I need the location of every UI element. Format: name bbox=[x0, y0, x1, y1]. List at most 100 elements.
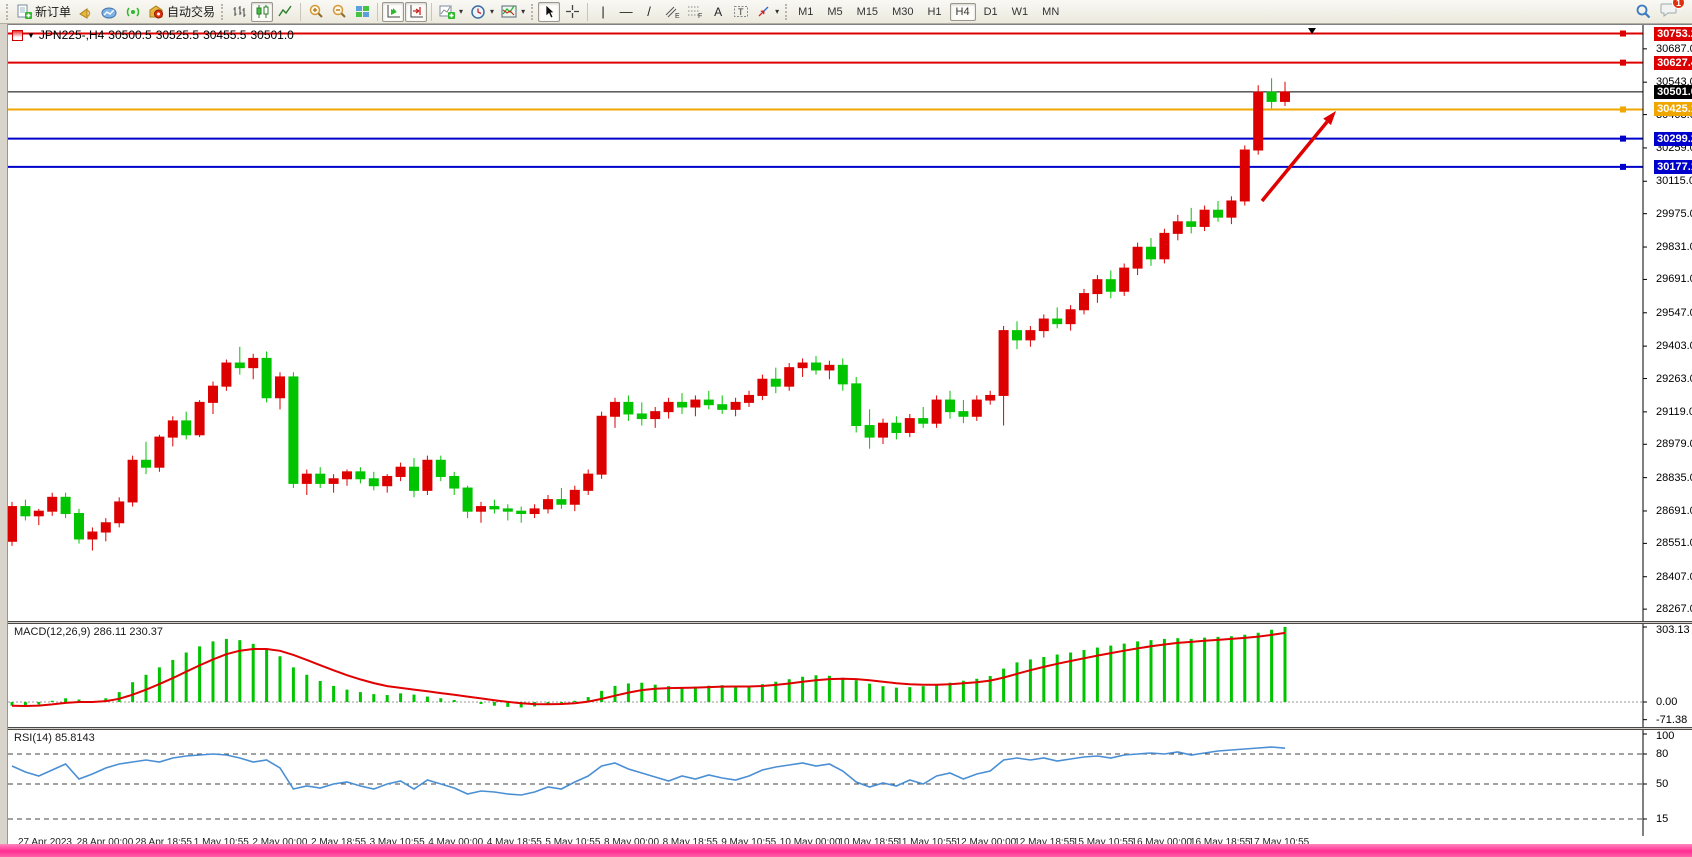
new-order-label: 新订单 bbox=[35, 5, 72, 19]
price-tick-label: 29403.0 bbox=[1656, 340, 1692, 353]
timeframe-MN[interactable]: MN bbox=[1042, 5, 1060, 18]
trendline-tool-button[interactable]: / bbox=[638, 2, 660, 22]
tile-windows-button[interactable] bbox=[351, 2, 373, 22]
horn-button[interactable] bbox=[75, 2, 97, 22]
cursor-tool-button[interactable] bbox=[538, 1, 561, 22]
cursor-icon bbox=[545, 4, 555, 19]
timeframe-M1[interactable]: M1 bbox=[798, 5, 814, 18]
panel-splitter[interactable] bbox=[8, 727, 1692, 730]
price-tag: 30425.1 bbox=[1654, 102, 1692, 117]
fibonacci-tool-button[interactable]: F bbox=[684, 2, 706, 22]
main-chart-panel[interactable]: ▼ JPN225-,H4 30500.5 30525.5 30455.5 305… bbox=[8, 25, 1692, 621]
autotrade-label: 自动交易 bbox=[167, 5, 216, 19]
price-tag: 30753.2 bbox=[1654, 26, 1692, 41]
timeframe-H1[interactable]: H1 bbox=[927, 5, 942, 18]
macd-tick-label: 303.13 bbox=[1656, 624, 1690, 636]
dropdown-caret-icon: ▾ bbox=[521, 7, 526, 16]
text-tool-button[interactable]: A bbox=[707, 2, 729, 22]
text-label-icon: T bbox=[734, 6, 749, 17]
time-label: 3 May 10:55 bbox=[369, 837, 425, 848]
period-button[interactable]: ▾ bbox=[467, 2, 497, 22]
timeframe-W1[interactable]: W1 bbox=[1011, 5, 1029, 18]
clock-icon bbox=[471, 4, 485, 19]
rsi-chart[interactable] bbox=[8, 730, 1692, 836]
equidistant-channel-tool-button[interactable]: E bbox=[661, 2, 683, 22]
new-order-button[interactable]: 新订单 bbox=[13, 2, 74, 22]
price-tag: 30299.2 bbox=[1654, 131, 1692, 146]
toolbar-grip bbox=[221, 3, 224, 20]
time-label: 10 May 18:55 bbox=[838, 837, 899, 848]
show-data-window-button[interactable] bbox=[382, 1, 405, 22]
toolbar: 新订单 自动交易 bbox=[0, 0, 1692, 24]
zoom-in-button[interactable] bbox=[305, 2, 327, 22]
time-label: 4 May 00:00 bbox=[428, 837, 484, 848]
dropdown-caret-icon: ▾ bbox=[490, 7, 495, 16]
one-click-trading-expander[interactable] bbox=[12, 29, 23, 41]
horn-icon bbox=[79, 7, 91, 19]
toolbar-grip bbox=[6, 3, 8, 20]
zoom-out-button[interactable] bbox=[328, 2, 350, 22]
candlestick-icon bbox=[256, 5, 269, 18]
timeframe-M15[interactable]: M15 bbox=[856, 5, 879, 18]
price-tick-label: 28407.0 bbox=[1656, 570, 1692, 583]
price-tick-label: 28835.0 bbox=[1656, 471, 1692, 484]
arrows-tool-button[interactable]: ▾ bbox=[753, 2, 782, 22]
signals-button[interactable] bbox=[122, 2, 144, 22]
timeframe-H4[interactable]: H4 bbox=[949, 2, 976, 21]
crosshair-tool-button[interactable] bbox=[561, 2, 583, 22]
rsi-panel[interactable]: RSI(14) 85.8143 100 80 50 15 bbox=[8, 730, 1692, 836]
toolbar-separator bbox=[300, 2, 302, 21]
bottom-accent-bar bbox=[0, 844, 1692, 857]
add-indicator-button[interactable]: ▾ bbox=[436, 2, 466, 22]
cloud-chart-button[interactable] bbox=[98, 2, 121, 22]
time-label: 15 May 10:55 bbox=[1072, 837, 1134, 848]
text-label-tool-button[interactable]: T bbox=[730, 2, 752, 22]
notifications-button[interactable]: 1 bbox=[1660, 0, 1685, 22]
toolbar-separator bbox=[587, 2, 589, 21]
price-tag: 30501.0 bbox=[1654, 84, 1692, 99]
price-tick-label: 29119.0 bbox=[1656, 405, 1692, 418]
time-label: 8 May 00:00 bbox=[604, 837, 660, 848]
horizontal-line-icon: — bbox=[619, 4, 633, 19]
time-label: 2 May 00:00 bbox=[252, 837, 308, 848]
macd-tick-label: 0.00 bbox=[1656, 696, 1678, 708]
vertical-line-icon: | bbox=[601, 4, 605, 19]
tile-windows-icon bbox=[355, 6, 369, 17]
time-label: 12 May 00:00 bbox=[955, 837, 1017, 848]
rsi-level-label: 50 bbox=[1656, 778, 1669, 790]
macd-panel[interactable]: MACD(12,26,9) 286.11 230.37 303.13 0.00 -7… bbox=[8, 624, 1692, 727]
dropdown-caret-icon: ▾ bbox=[775, 7, 780, 16]
candle-chart-button[interactable] bbox=[251, 1, 274, 22]
autotrade-button[interactable]: 自动交易 bbox=[145, 2, 218, 22]
arrows-icon bbox=[758, 6, 769, 17]
toolbar-grip bbox=[531, 3, 534, 20]
macd-chart[interactable] bbox=[8, 624, 1692, 727]
price-tick-label: 28691.0 bbox=[1656, 504, 1692, 517]
new-order-icon bbox=[17, 4, 32, 19]
time-label: 27 Apr 2023 bbox=[18, 837, 72, 848]
bar-chart-button[interactable] bbox=[228, 2, 250, 22]
rsi-label: RSI(14) 85.8143 bbox=[14, 732, 95, 744]
line-chart-button[interactable] bbox=[274, 2, 296, 22]
time-label: 28 Apr 18:55 bbox=[135, 837, 192, 848]
notification-badge: 1 bbox=[1672, 0, 1685, 9]
timeframe-M30[interactable]: M30 bbox=[892, 5, 914, 18]
candlestick-chart[interactable] bbox=[8, 25, 1692, 621]
panel-splitter[interactable] bbox=[8, 621, 1692, 624]
rsi-level-label: 80 bbox=[1656, 748, 1669, 760]
horizontal-line-tool-button[interactable]: — bbox=[615, 2, 637, 22]
rsi-level-label: 15 bbox=[1656, 813, 1669, 825]
timeframe-M5[interactable]: M5 bbox=[827, 5, 843, 18]
vertical-line-tool-button[interactable]: | bbox=[592, 2, 614, 22]
cloud-chart-icon bbox=[101, 7, 117, 18]
timeframe-D1[interactable]: D1 bbox=[983, 5, 998, 18]
title-dropdown-icon[interactable]: ▼ bbox=[27, 30, 35, 40]
search-icon[interactable] bbox=[1635, 3, 1652, 20]
template-button[interactable]: ▾ bbox=[498, 2, 528, 22]
price-tick-label: 29691.0 bbox=[1656, 273, 1692, 286]
auto-scroll-button[interactable] bbox=[405, 1, 428, 22]
toolbar-separator bbox=[377, 2, 379, 21]
ohlc-close: 30501.0 bbox=[250, 28, 294, 42]
time-label: 1 May 10:55 bbox=[193, 837, 249, 848]
crosshair-icon bbox=[565, 5, 579, 18]
